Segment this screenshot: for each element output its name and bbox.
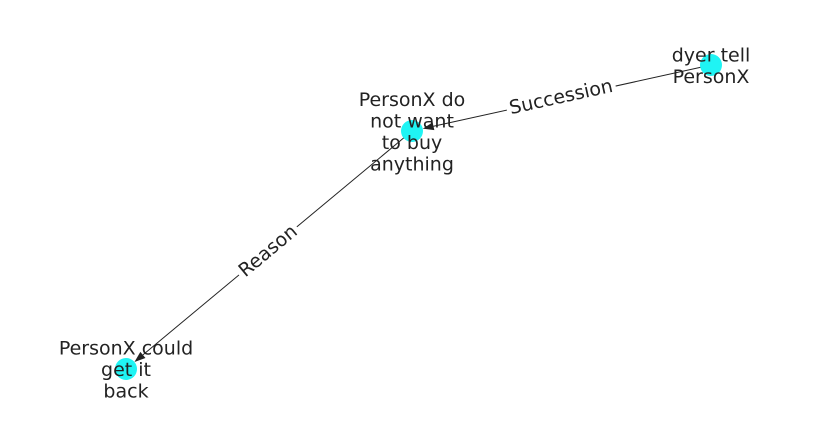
nodes-layer	[115, 54, 722, 380]
node-back	[115, 358, 137, 380]
node-label-dyer: dyer tell PersonX	[672, 44, 751, 88]
edge-label-background	[231, 217, 305, 285]
edge-label-text: Succession	[507, 75, 615, 119]
node-label-line: get it	[101, 359, 151, 381]
node-buy	[401, 120, 423, 142]
node-label-line: PersonX	[673, 66, 750, 88]
arrowhead	[134, 351, 146, 362]
node-labels-layer: dyer tell PersonX PersonX do not want to buy…	[59, 44, 750, 402]
node-label-buy: PersonX do not want to buy anything	[359, 89, 466, 176]
node-label-line: back	[103, 381, 148, 403]
edge-label-text: Reason	[234, 220, 301, 281]
node-label-line: PersonX could	[59, 338, 193, 360]
arrowhead	[422, 122, 435, 131]
node-label-line: dyer tell	[672, 44, 751, 66]
edge-label-succession: Succession	[504, 73, 618, 121]
node-label-line: not want	[370, 110, 454, 132]
node-dyer	[700, 54, 722, 76]
node-label-line: to buy	[382, 132, 442, 154]
node-label-line: PersonX do	[359, 89, 466, 111]
node-label-line: anything	[370, 153, 454, 175]
edge-label-reason: Reason	[231, 217, 305, 285]
edge-label-background	[504, 73, 618, 121]
node-label-back: PersonX could get it back	[59, 338, 193, 403]
